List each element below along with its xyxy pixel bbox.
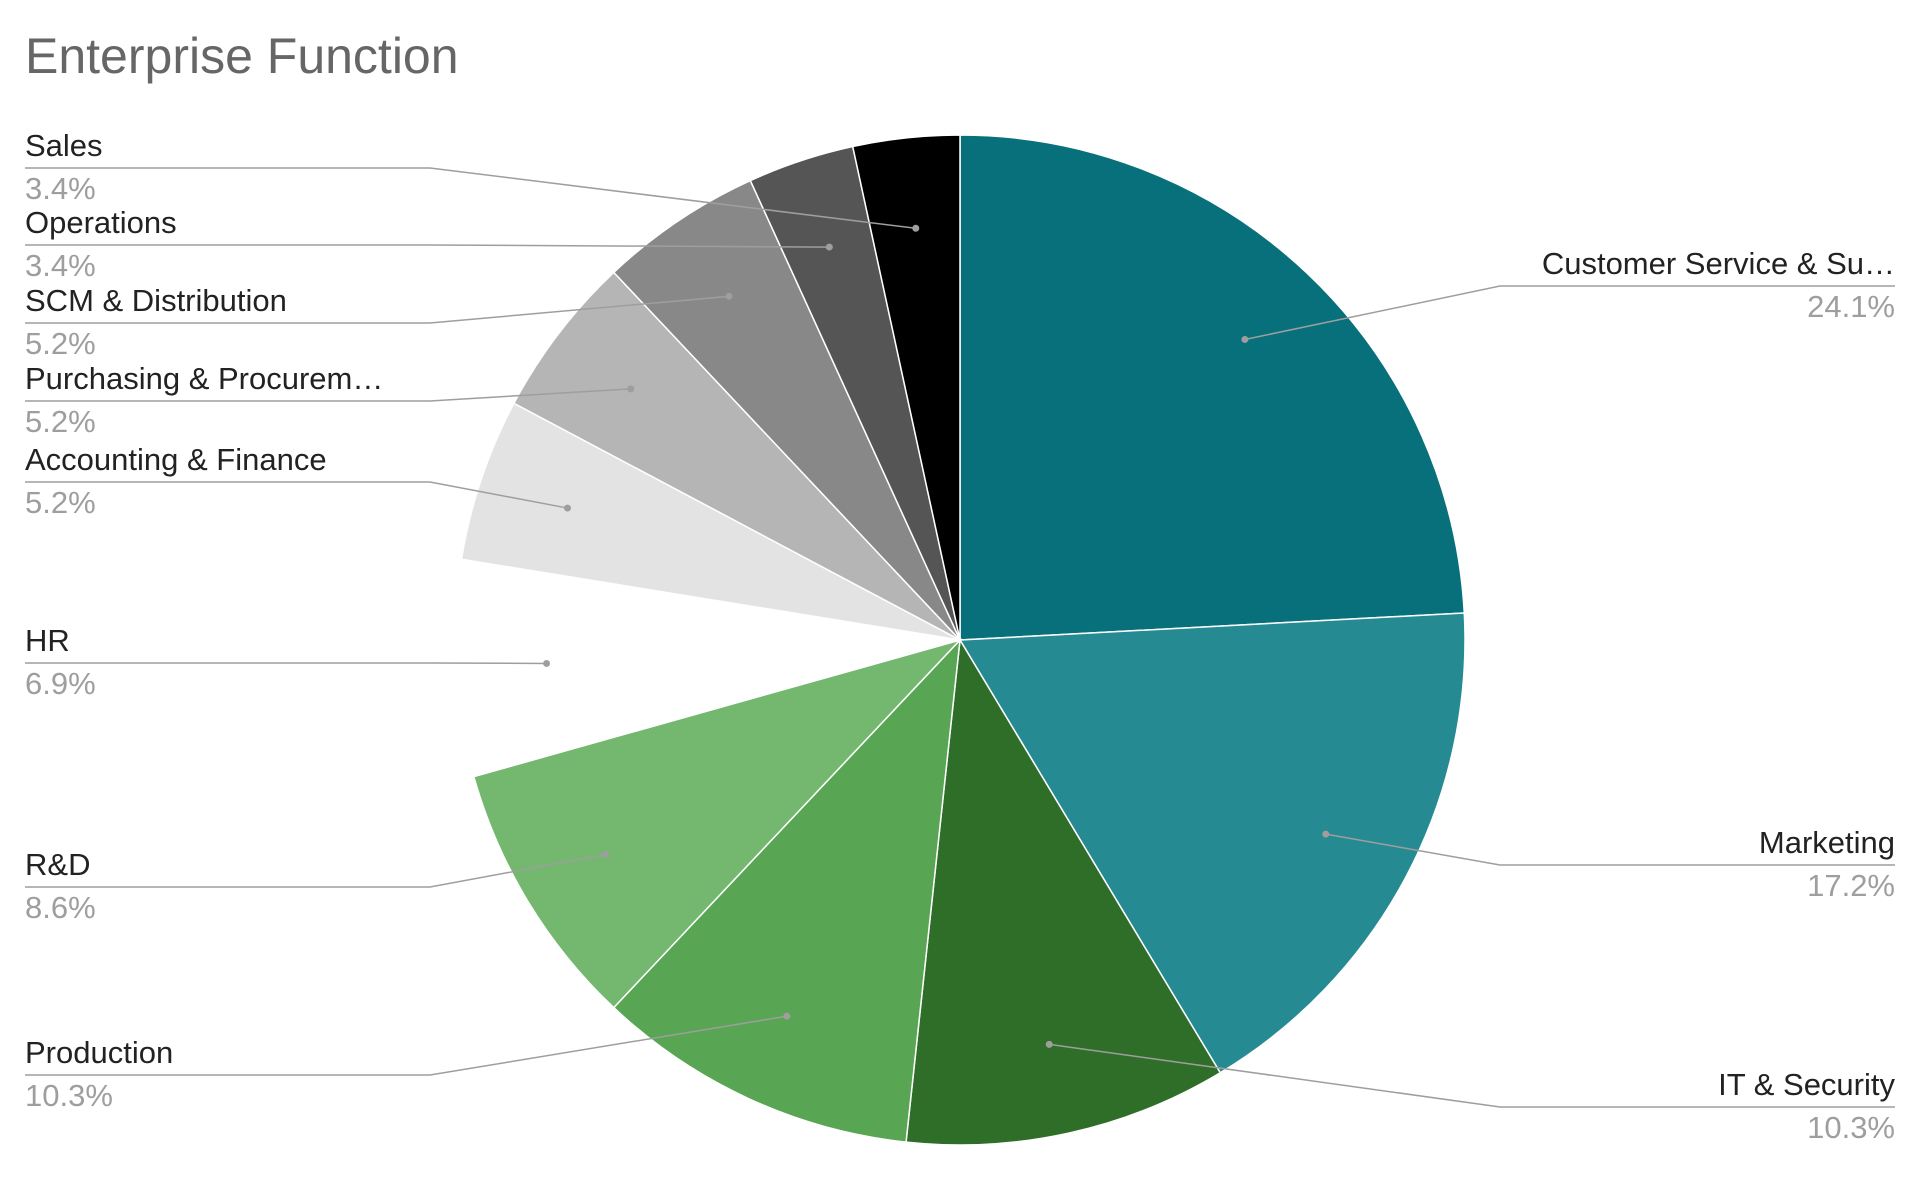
leader-line [25, 853, 606, 888]
pie-slice [612, 179, 961, 641]
slice-value-label: 6.9% [25, 666, 96, 701]
leader-line [1049, 1043, 1895, 1108]
leader-dot [1045, 1040, 1053, 1048]
pie-slice [454, 558, 961, 778]
slice-value-label: 10.3% [25, 1078, 113, 1113]
slice-value-label: 3.4% [25, 171, 96, 206]
pie-slice [512, 271, 961, 641]
pie-slice [958, 612, 1466, 1074]
slice-value-label: 17.2% [1807, 868, 1895, 903]
slice-value-label: 5.2% [25, 485, 96, 520]
leader-line [1325, 833, 1895, 866]
leader-line [25, 481, 568, 509]
leader-dot [602, 851, 610, 859]
slice-label: R&D [25, 847, 90, 882]
slice-label: Marketing [1759, 825, 1895, 860]
leader-dot [912, 224, 920, 232]
slice-label: Production [25, 1035, 173, 1070]
leader-dot [1241, 335, 1249, 343]
pie-slice [959, 134, 1466, 641]
slice-label: Operations [25, 205, 177, 240]
pie-slice [612, 637, 961, 1143]
slice-value-label: 10.3% [1807, 1110, 1895, 1145]
slice-value-label: 5.2% [25, 404, 96, 439]
leader-line [25, 1015, 788, 1076]
slice-value-label: 5.2% [25, 326, 96, 361]
leader-dot [543, 659, 551, 667]
slice-label: IT & Security [1718, 1067, 1895, 1102]
leader-line [25, 167, 916, 230]
leader-dot [725, 292, 733, 300]
pie-slice [851, 134, 961, 641]
leader-line [25, 388, 631, 402]
slice-label: Accounting & Finance [25, 442, 327, 477]
leader-dot [627, 385, 635, 393]
slice-label: HR [25, 623, 70, 658]
leader-line [1244, 285, 1895, 341]
leader-dot [825, 243, 833, 251]
slice-value-label: 24.1% [1807, 289, 1895, 324]
chart-title: Enterprise Function [25, 28, 459, 84]
leader-dot [563, 504, 571, 512]
slice-value-label: 8.6% [25, 890, 96, 925]
pie-slice [460, 402, 961, 641]
leader-dot [783, 1012, 791, 1020]
slice-value-label: 3.4% [25, 248, 96, 283]
leader-line [25, 295, 730, 324]
slice-label: Purchasing & Procurem… [25, 361, 383, 396]
pie-slice [905, 637, 1222, 1146]
slice-label: Customer Service & Su… [1542, 246, 1895, 281]
slice-label: SCM & Distribution [25, 283, 287, 318]
leader-dot [1322, 830, 1330, 838]
slice-label: Sales [25, 128, 103, 163]
leader-line [25, 244, 830, 248]
pie-slice [472, 638, 963, 1009]
